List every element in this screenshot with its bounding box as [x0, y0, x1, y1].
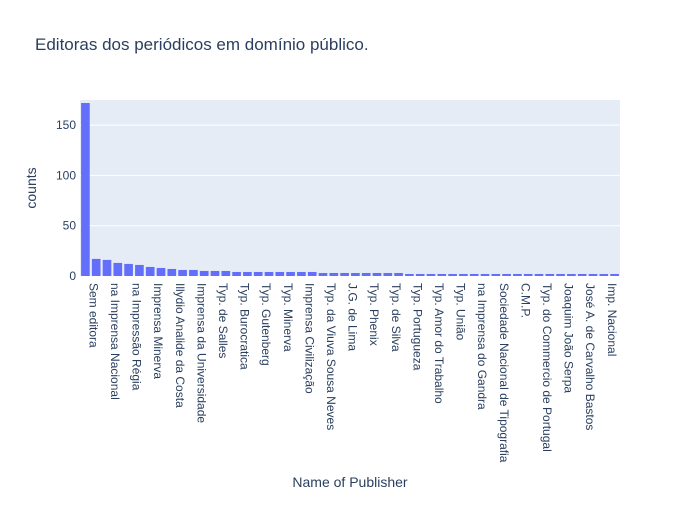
- x-tick-label: Typ. Portugueza: [410, 283, 424, 371]
- bar: [437, 273, 447, 276]
- x-tick-label: José A. de Carvalho Bastos: [583, 283, 597, 430]
- bar: [361, 272, 371, 276]
- x-tick-label: Typ. de Silva: [389, 283, 403, 352]
- bar: [286, 271, 295, 276]
- bar: [167, 268, 177, 276]
- bar: [610, 273, 619, 276]
- x-tick-label: Imprensa da Universidade: [194, 283, 208, 423]
- bar: [81, 103, 90, 276]
- x-tick-label: Sociedade Nacional de Tipografia: [497, 283, 511, 463]
- bar: [178, 269, 187, 276]
- bar: [426, 273, 436, 276]
- y-tick-label: 150: [56, 118, 76, 132]
- bar: [264, 271, 274, 276]
- bar: [135, 264, 144, 276]
- x-tick-label: Joaquim João Serpa: [562, 283, 576, 393]
- y-axis-label: counts: [23, 167, 39, 208]
- x-tick-label: Typ. da Viuva Sousa Neves: [324, 283, 338, 430]
- bar: [232, 271, 241, 276]
- bar: [318, 272, 328, 276]
- bar: [102, 259, 112, 276]
- bar: [534, 273, 544, 276]
- x-axis-label: Name of Publisher: [292, 474, 408, 490]
- x-tick-label: na Impressão Régia: [130, 283, 144, 391]
- x-tick-label: Typ. União: [454, 283, 468, 341]
- x-tick-label: Imprensa Civilização: [302, 283, 316, 394]
- bar: [545, 273, 555, 276]
- bar: [567, 273, 576, 276]
- x-tick-labels: Sem editora na Imprensa Nacional na Impres…: [86, 283, 618, 463]
- bar: [253, 271, 263, 276]
- bar: [480, 273, 490, 276]
- x-tick-label: Illydio Analide da Costa: [173, 283, 187, 408]
- bar: [221, 270, 231, 276]
- x-tick-label: Imp. Nacional: [605, 283, 619, 356]
- x-tick-label: Typ. Minerva: [281, 283, 295, 352]
- bar: [307, 271, 317, 276]
- bar: [340, 272, 349, 276]
- y-tick-label: 50: [63, 219, 77, 233]
- y-tick-label: 100: [56, 168, 76, 182]
- bar: [415, 273, 425, 276]
- bar: [124, 263, 133, 276]
- bars: [81, 103, 619, 276]
- x-tick-label: na Imprensa do Gandra: [475, 283, 489, 410]
- bar: [523, 273, 533, 276]
- bar: [491, 273, 501, 276]
- x-tick-label: J.G. de Lima: [346, 283, 360, 351]
- bar: [351, 272, 360, 276]
- bar: [459, 273, 468, 276]
- bar: [297, 271, 306, 276]
- x-tick-label: Typ. de Salles: [216, 283, 230, 358]
- y-tick-labels: 0 50 100 150: [56, 118, 76, 283]
- bar: [469, 273, 479, 276]
- bar: [502, 273, 511, 276]
- bar: [372, 272, 382, 276]
- bar: [577, 273, 587, 276]
- plot-background: [80, 100, 620, 276]
- x-tick-label: Sem editora: [86, 283, 100, 348]
- bar: [275, 271, 285, 276]
- bar: [243, 271, 252, 276]
- x-tick-label: na Imprensa Nacional: [108, 283, 122, 400]
- bar: [448, 273, 457, 276]
- bar: [405, 273, 414, 276]
- bar: [113, 262, 123, 276]
- bar: [145, 266, 155, 276]
- x-tick-label: Typ. do Commercio de Portugal: [540, 283, 554, 452]
- bar: [329, 272, 339, 276]
- y-tick-label: 0: [69, 269, 76, 283]
- bar: [91, 258, 101, 276]
- bar: [199, 270, 209, 276]
- bar: [394, 272, 403, 276]
- x-tick-label: Imprensa Minerva: [151, 283, 165, 379]
- bar: [189, 269, 198, 276]
- chart-title: Editoras dos periódicos em domínio públi…: [35, 35, 369, 54]
- bar: [556, 273, 565, 276]
- x-tick-label: Typ. Amor do Trabalho: [432, 283, 446, 404]
- bar: [210, 270, 220, 276]
- bar: [156, 267, 166, 276]
- bar: [588, 273, 598, 276]
- x-tick-label: Typ. Gutenberg: [259, 283, 273, 366]
- bar: [383, 272, 393, 276]
- bar: [599, 273, 609, 276]
- bar: [513, 273, 522, 276]
- x-tick-label: Typ. Phenix: [367, 283, 381, 346]
- x-tick-label: C.M.P.: [518, 283, 532, 318]
- x-tick-label: Typ. Burocratica: [238, 283, 252, 370]
